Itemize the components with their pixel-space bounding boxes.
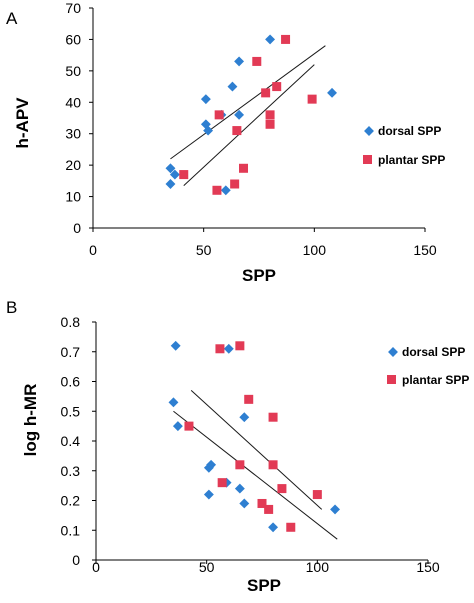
panel-a-point-dorsal bbox=[234, 109, 245, 120]
panel-a-y-tick-label: 20 bbox=[65, 157, 81, 173]
panel-b-y-tick-label: 0.8 bbox=[61, 314, 81, 330]
panel-b-x-tick-label: 150 bbox=[416, 559, 440, 575]
panel-b-y-tick-label: 0.7 bbox=[61, 344, 81, 360]
panel-b-point-plantar bbox=[277, 484, 287, 494]
panel-a-x-tick-label: 50 bbox=[196, 242, 212, 258]
panel-a-legend-marker-dorsal bbox=[364, 126, 374, 136]
panel-a-point-plantar bbox=[272, 82, 282, 92]
panel-b-point-dorsal bbox=[170, 340, 181, 351]
panel-a-y-tick-label: 40 bbox=[65, 94, 81, 110]
panel-b-legend-marker-dorsal bbox=[388, 347, 398, 357]
panel-a-point-plantar bbox=[232, 126, 242, 136]
panel-b-point-dorsal bbox=[206, 459, 217, 470]
panel-b: B log h-MR SPP dorsal SPP plantar SPP 00… bbox=[6, 298, 469, 595]
panel-b-y-tick-label: 0.2 bbox=[61, 493, 81, 509]
panel-b-point-dorsal bbox=[223, 343, 234, 354]
panel-b-y-tick-label: 0.1 bbox=[61, 522, 81, 538]
panel-a-y-tick-label: 10 bbox=[65, 189, 81, 205]
panel-b-x-tick-label: 0 bbox=[92, 559, 100, 575]
panel-b-legend-marker-plantar bbox=[387, 375, 396, 384]
panel-b-point-plantar bbox=[244, 394, 254, 404]
panel-a-x-tick-label: 0 bbox=[89, 242, 97, 258]
panel-b-point-plantar bbox=[268, 460, 278, 470]
panel-b-point-plantar bbox=[286, 522, 296, 532]
panel-b-point-plantar bbox=[235, 460, 245, 470]
panel-b-point-dorsal bbox=[268, 522, 279, 533]
panel-b-legend: dorsal SPP plantar SPP bbox=[387, 345, 469, 387]
panel-a-point-plantar bbox=[307, 94, 317, 104]
panel-a-legend-marker-plantar bbox=[363, 155, 372, 164]
panel-b-point-plantar bbox=[235, 341, 245, 351]
panel-a-point-dorsal bbox=[227, 81, 238, 92]
panel-b-y-tick-label: 0 bbox=[72, 552, 80, 568]
panel-b-x-tick-label: 50 bbox=[199, 559, 215, 575]
panel-a-point-dorsal bbox=[200, 94, 211, 105]
panel-b-legend-label-plantar: plantar SPP bbox=[402, 373, 469, 387]
panel-a-x-tick-label: 150 bbox=[413, 242, 437, 258]
panel-b-point-dorsal bbox=[239, 498, 250, 509]
panel-a-legend-label-plantar: plantar SPP bbox=[378, 153, 445, 167]
panel-a-y-tick-label: 70 bbox=[65, 0, 81, 16]
panel-a-trendline-plantar bbox=[183, 64, 315, 186]
panel-a-point-plantar bbox=[265, 110, 275, 120]
panel-b-point-plantar bbox=[184, 421, 194, 431]
panel-b-x-tick-label: 100 bbox=[306, 559, 330, 575]
panel-b-point-plantar bbox=[217, 478, 227, 488]
panel-a-legend-label-dorsal: dorsal SPP bbox=[378, 124, 441, 138]
panel-a-point-plantar bbox=[252, 56, 262, 66]
panel-a-point-plantar bbox=[281, 34, 291, 44]
panel-b-point-plantar bbox=[215, 344, 225, 354]
panel-b-point-plantar bbox=[268, 412, 278, 422]
panel-a-point-plantar bbox=[179, 170, 189, 180]
panel-b-trendline-plantar bbox=[190, 390, 323, 510]
panel-b-point-dorsal bbox=[203, 489, 214, 500]
panel-b-point-dorsal bbox=[239, 412, 250, 423]
panel-a-trendline-dorsal bbox=[170, 45, 326, 160]
panel-a-x-tick-label: 100 bbox=[303, 242, 327, 258]
panel-b-y-axis-title: log h-MR bbox=[21, 384, 40, 457]
panel-b-y-tick-label: 0.5 bbox=[61, 403, 81, 419]
panel-a-point-dorsal bbox=[169, 169, 180, 180]
panel-a-point-dorsal bbox=[165, 163, 176, 174]
panel-a-point-plantar bbox=[214, 110, 224, 120]
panel-a-point-dorsal bbox=[234, 56, 245, 67]
panel-b-point-plantar bbox=[257, 498, 267, 508]
panel-b-label: B bbox=[6, 298, 17, 317]
panel-a-point-dorsal bbox=[165, 179, 176, 189]
panel-a-y-tick-label: 30 bbox=[65, 126, 81, 142]
panel-b-point-plantar bbox=[312, 490, 322, 500]
panel-b-y-tick-label: 0.6 bbox=[61, 374, 81, 390]
panel-a-point-plantar bbox=[239, 163, 249, 173]
panel-b-trendline-dorsal bbox=[173, 410, 338, 540]
panel-b-legend-label-dorsal: dorsal SPP bbox=[402, 345, 465, 359]
panel-a-y-tick-label: 0 bbox=[73, 220, 81, 236]
panel-a-legend: dorsal SPP plantar SPP bbox=[363, 124, 445, 167]
panel-b-x-axis-title: SPP bbox=[247, 576, 281, 595]
panel-b-point-dorsal bbox=[172, 421, 183, 432]
panel-a-x-axis-title: SPP bbox=[242, 266, 276, 285]
panel-a-point-plantar bbox=[265, 119, 275, 129]
panel-b-point-dorsal bbox=[234, 483, 245, 494]
panel-b-y-tick-label: 0.3 bbox=[61, 463, 81, 479]
panel-b-point-dorsal bbox=[330, 504, 340, 515]
panel-a-label: A bbox=[6, 9, 18, 28]
panel-a-y-axis-title: h-APV bbox=[13, 97, 32, 149]
panel-b-point-dorsal bbox=[168, 397, 179, 408]
panel-b-point-plantar bbox=[264, 504, 274, 514]
panel-a-point-dorsal bbox=[203, 125, 214, 136]
panel-a: A h-APV SPP dorsal SPP plantar SPP 0 10 20… bbox=[6, 0, 445, 285]
panel-a-point-dorsal bbox=[220, 185, 231, 196]
panel-a-point-plantar bbox=[230, 179, 240, 189]
panel-b-y-tick-label: 0.4 bbox=[61, 433, 81, 449]
panel-a-point-plantar bbox=[261, 88, 271, 98]
panel-a-y-tick-label: 60 bbox=[65, 31, 81, 47]
panel-a-y-tick-label: 50 bbox=[65, 63, 81, 79]
panel-a-point-plantar bbox=[212, 185, 222, 195]
